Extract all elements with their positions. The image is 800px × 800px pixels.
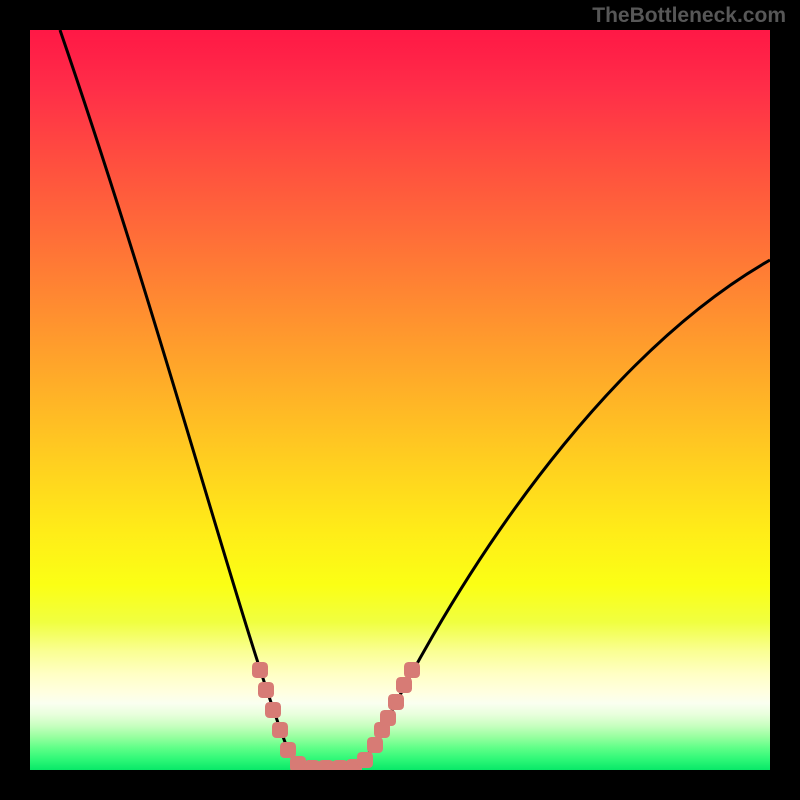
marker-point <box>318 760 334 770</box>
marker-point <box>404 662 420 678</box>
v-curve <box>60 30 770 768</box>
marker-group <box>252 662 420 770</box>
marker-point <box>304 760 320 770</box>
marker-point <box>252 662 268 678</box>
marker-point <box>388 694 404 710</box>
plot-area <box>30 30 770 770</box>
marker-point <box>280 742 296 758</box>
chart-frame: TheBottleneck.com <box>0 0 800 800</box>
marker-point <box>357 752 373 768</box>
marker-point <box>290 756 306 770</box>
marker-point <box>380 710 396 726</box>
curve-layer <box>30 30 770 770</box>
marker-point <box>396 677 412 693</box>
marker-point <box>258 682 274 698</box>
marker-point <box>265 702 281 718</box>
marker-point <box>367 737 383 753</box>
watermark-text: TheBottleneck.com <box>592 4 786 28</box>
marker-point <box>272 722 288 738</box>
marker-point <box>332 760 348 770</box>
